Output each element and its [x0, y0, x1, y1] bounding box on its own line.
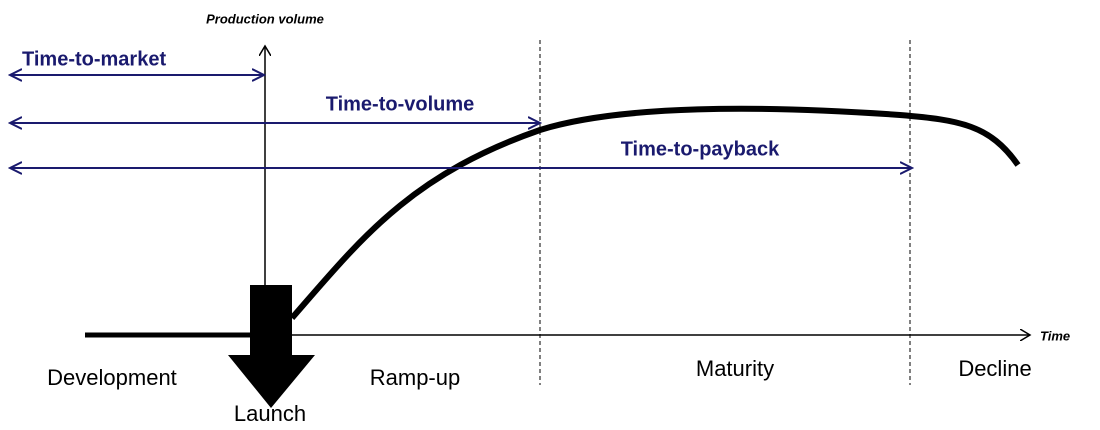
x-axis-label: Time — [1040, 328, 1070, 343]
phase-label: Development — [47, 365, 177, 390]
phase-label: Maturity — [696, 356, 774, 381]
volume-curve — [289, 105, 1021, 320]
phase-label: Launch — [234, 401, 306, 426]
span-label: Time-to-payback — [621, 138, 780, 160]
span-label: Time-to-market — [22, 48, 166, 70]
span-label: Time-to-volume — [326, 93, 475, 115]
phase-label: Decline — [958, 356, 1031, 381]
launch-arrow — [228, 285, 315, 408]
y-axis-label: Production volume — [206, 11, 324, 26]
phase-label: Ramp-up — [370, 365, 460, 390]
